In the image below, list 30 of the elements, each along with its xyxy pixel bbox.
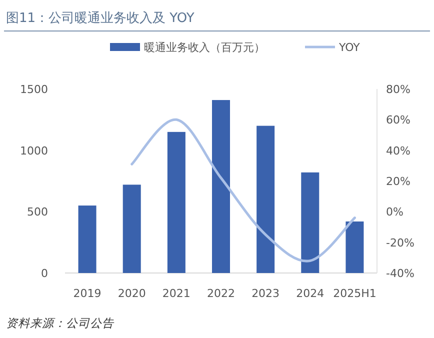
y2-tick-label: 0% (386, 206, 404, 219)
bar (256, 126, 275, 273)
y2-tick-label: 40% (386, 144, 410, 158)
x-tick-label: 2024 (296, 287, 324, 300)
legend-label: YOY (338, 41, 360, 54)
y2-tick-label: -40% (386, 267, 414, 280)
x-tick-label: 2023 (252, 287, 280, 300)
legend-label: 暖通业务收入（百万元） (144, 41, 265, 54)
bar (122, 184, 141, 273)
bar (212, 100, 230, 273)
x-tick-label: 2022 (207, 287, 235, 300)
chart-title: 图11：公司暖通业务收入及 YOY (6, 11, 194, 26)
x-tick-label: 2020 (118, 287, 146, 300)
x-tick-label: 2021 (162, 287, 190, 300)
x-tick-label: 2019 (73, 287, 102, 300)
y2-tick-label: 60% (386, 114, 410, 127)
y-tick-label: 1500 (20, 83, 48, 96)
x-tick-label: 2025H1 (333, 287, 376, 300)
y-tick-label: 1000 (20, 144, 48, 158)
bar (167, 132, 186, 273)
y2-tick-label: 20% (386, 175, 410, 188)
y2-tick-label: 80% (386, 83, 410, 96)
y-tick-label: 0 (41, 267, 48, 280)
bar (346, 221, 364, 273)
y2-tick-label: -20% (386, 236, 414, 250)
text: 资料来源：公司公告 (6, 316, 115, 330)
bar (78, 206, 96, 273)
y-tick-label: 500 (27, 206, 48, 219)
line-series (130, 118, 356, 262)
bar (301, 172, 320, 273)
